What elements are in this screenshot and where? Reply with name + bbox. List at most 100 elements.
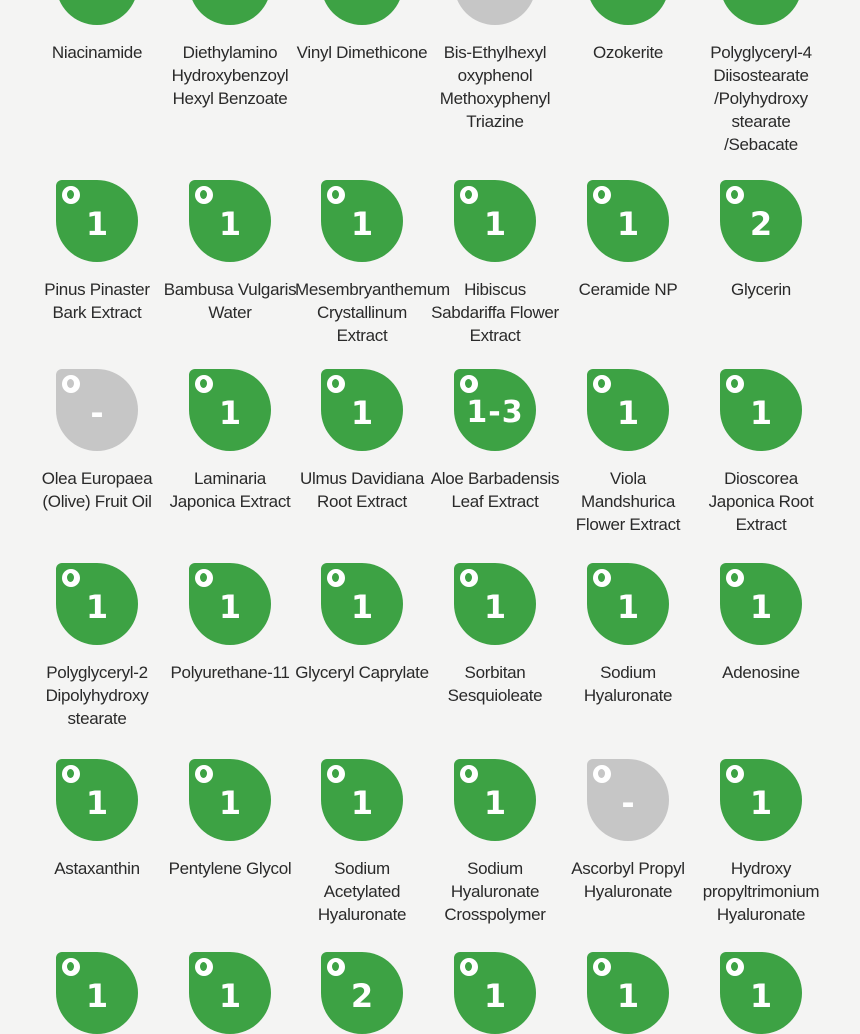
ewg-score-badge: 2	[321, 952, 403, 1034]
ewg-score-badge	[189, 0, 271, 25]
ingredient-name: Vinyl Dimethicone	[296, 43, 428, 62]
ingredient-item[interactable]: 1 Sodium Hyaluronate Crosspolymer	[428, 759, 562, 926]
ingredient-item[interactable]: 1 Polyglyceryl-2 Dipolyhydroxy stearate	[30, 563, 164, 730]
ingredient-item[interactable]: 1 Sodium Acetylated Hyaluronate	[295, 759, 429, 926]
ewg-score-value: 2	[350, 977, 374, 1015]
ewg-score-badge	[454, 0, 536, 25]
ingredient-item[interactable]: 1 Ulmus Davidiana Root Extract	[295, 369, 429, 513]
ewg-leaf-icon	[460, 375, 478, 393]
ingredient-item[interactable]: 1-3 Aloe Barbadensis Leaf Extract	[428, 369, 562, 513]
ingredient-item[interactable]: 1 Hydroxy propyltrimonium Hyaluronate	[694, 759, 828, 926]
ewg-leaf-icon	[726, 958, 744, 976]
ewg-score-value: 1	[616, 977, 640, 1015]
ewg-score-badge: 1	[454, 759, 536, 841]
ewg-leaf-icon	[726, 765, 744, 783]
ewg-score-value: 1	[218, 977, 242, 1015]
ingredient-item[interactable]: 1 Pentylene Glycol	[163, 759, 297, 880]
ingredient-name: Ceramide NP	[578, 280, 678, 299]
ewg-leaf-icon	[195, 569, 213, 587]
ingredient-name: Ozokerite	[592, 43, 664, 62]
ewg-score-badge: -	[56, 369, 138, 451]
ingredient-item[interactable]: 1 Polyurethane-11	[163, 563, 297, 684]
ingredient-item[interactable]: 2	[295, 952, 429, 1034]
ewg-score-value: 1	[483, 588, 507, 626]
ingredient-item[interactable]: 1	[694, 952, 828, 1034]
ewg-score-badge: 1	[454, 563, 536, 645]
ingredient-item[interactable]: 1 Sodium Hyaluronate	[561, 563, 695, 707]
ingredient-item[interactable]: 1 Ceramide NP	[561, 180, 695, 301]
ingredient-item[interactable]: 1 Adenosine	[694, 563, 828, 684]
ewg-score-value: 1	[218, 394, 242, 432]
ewg-score-value: 1	[85, 205, 109, 243]
ingredient-name: Bambusa Vulgaris Water	[163, 280, 297, 322]
ingredient-item[interactable]: 1 Pinus Pinaster Bark Extract	[30, 180, 164, 324]
ewg-score-badge	[720, 0, 802, 25]
ingredient-item[interactable]: 1 Viola Mandshurica Flower Extract	[561, 369, 695, 536]
ewg-leaf-icon	[195, 765, 213, 783]
ewg-score-value: 1	[350, 205, 374, 243]
ewg-leaf-icon	[62, 375, 80, 393]
ingredient-item[interactable]: 1 Bambusa Vulgaris Water	[163, 180, 297, 324]
ewg-leaf-icon	[195, 375, 213, 393]
ingredient-name: Astaxanthin	[54, 859, 140, 878]
ewg-score-badge: 1	[321, 759, 403, 841]
ewg-leaf-icon	[195, 186, 213, 204]
ewg-score-badge: 1	[189, 759, 271, 841]
ewg-leaf-icon	[62, 186, 80, 204]
ingredient-item[interactable]: 1 Hibiscus Sabdariffa Flower Extract	[428, 180, 562, 347]
ingredient-name: Pinus Pinaster Bark Extract	[44, 280, 150, 322]
ewg-score-value: 1	[483, 977, 507, 1015]
ewg-score-value: 1	[218, 784, 242, 822]
ingredient-name: Polyglyceryl-2 Dipolyhydroxy stearate	[45, 663, 149, 728]
ingredient-item[interactable]: Niacinamide	[30, 0, 164, 64]
ingredient-name: Sodium Hyaluronate	[583, 663, 673, 705]
ewg-score-badge: 1	[720, 563, 802, 645]
ingredient-item[interactable]: 1 Glyceryl Caprylate	[295, 563, 429, 684]
ewg-score-badge: 1	[321, 369, 403, 451]
ingredient-item[interactable]: Vinyl Dimethicone	[295, 0, 429, 64]
ewg-leaf-icon	[460, 958, 478, 976]
ingredient-item[interactable]: 1	[428, 952, 562, 1034]
ingredient-name: Bis-Ethylhexyl oxyphenol Methoxyphenyl T…	[439, 43, 551, 131]
ingredient-item[interactable]: 1 Sorbitan Sesquioleate	[428, 563, 562, 707]
ingredient-item[interactable]: Diethylamino Hydroxybenzoyl Hexyl Benzoa…	[163, 0, 297, 110]
ewg-score-badge: 1	[56, 759, 138, 841]
ingredient-name: Ascorbyl Propyl Hyaluronate	[571, 859, 685, 901]
ingredient-item[interactable]: 2 Glycerin	[694, 180, 828, 301]
ingredient-name: Dioscorea Japonica Root Extract	[708, 469, 814, 534]
ewg-score-badge	[321, 0, 403, 25]
ewg-score-value: 1	[85, 588, 109, 626]
ingredient-item[interactable]: Polyglyceryl-4 Diisostearate /Polyhydrox…	[694, 0, 828, 156]
ingredient-item[interactable]: 1	[30, 952, 164, 1034]
ingredient-item[interactable]: 1 Mesembryanthemum Crystallinum Extract	[295, 180, 450, 347]
ewg-score-value: 1	[350, 588, 374, 626]
ingredient-item[interactable]: 1 Laminaria Japonica Extract	[163, 369, 297, 513]
ingredient-item[interactable]: Ozokerite	[561, 0, 695, 64]
ewg-score-badge: 1	[321, 563, 403, 645]
ingredient-name: Hibiscus Sabdariffa Flower Extract	[431, 280, 559, 345]
ingredient-item[interactable]: 1	[163, 952, 297, 1034]
ingredient-item[interactable]: - Ascorbyl Propyl Hyaluronate	[561, 759, 695, 903]
ewg-leaf-icon	[593, 569, 611, 587]
ewg-score-value: 2	[749, 205, 773, 243]
ewg-score-badge: -	[587, 759, 669, 841]
ingredient-item[interactable]: 1 Dioscorea Japonica Root Extract	[694, 369, 828, 536]
ingredient-name: Diethylamino Hydroxybenzoyl Hexyl Benzoa…	[171, 43, 289, 108]
ingredient-item[interactable]: 1 Astaxanthin	[30, 759, 164, 880]
ingredient-name: Viola Mandshurica Flower Extract	[575, 469, 681, 534]
ewg-leaf-icon	[460, 569, 478, 587]
ewg-score-value: 1	[616, 394, 640, 432]
ingredient-item[interactable]: 1	[561, 952, 695, 1034]
ewg-leaf-icon	[195, 958, 213, 976]
ewg-leaf-icon	[593, 186, 611, 204]
ingredient-name: Sodium Acetylated Hyaluronate	[317, 859, 407, 924]
ingredient-item[interactable]: - Olea Europaea (Olive) Fruit Oil	[30, 369, 164, 513]
ingredient-item[interactable]: Bis-Ethylhexyl oxyphenol Methoxyphenyl T…	[428, 0, 562, 133]
ewg-score-badge: 1	[587, 180, 669, 262]
ewg-score-value: 1	[616, 588, 640, 626]
ewg-score-value: 1	[749, 784, 773, 822]
ewg-leaf-icon	[327, 765, 345, 783]
ewg-leaf-icon	[327, 958, 345, 976]
ewg-score-badge: 1	[720, 369, 802, 451]
ewg-score-badge: 1	[587, 952, 669, 1034]
